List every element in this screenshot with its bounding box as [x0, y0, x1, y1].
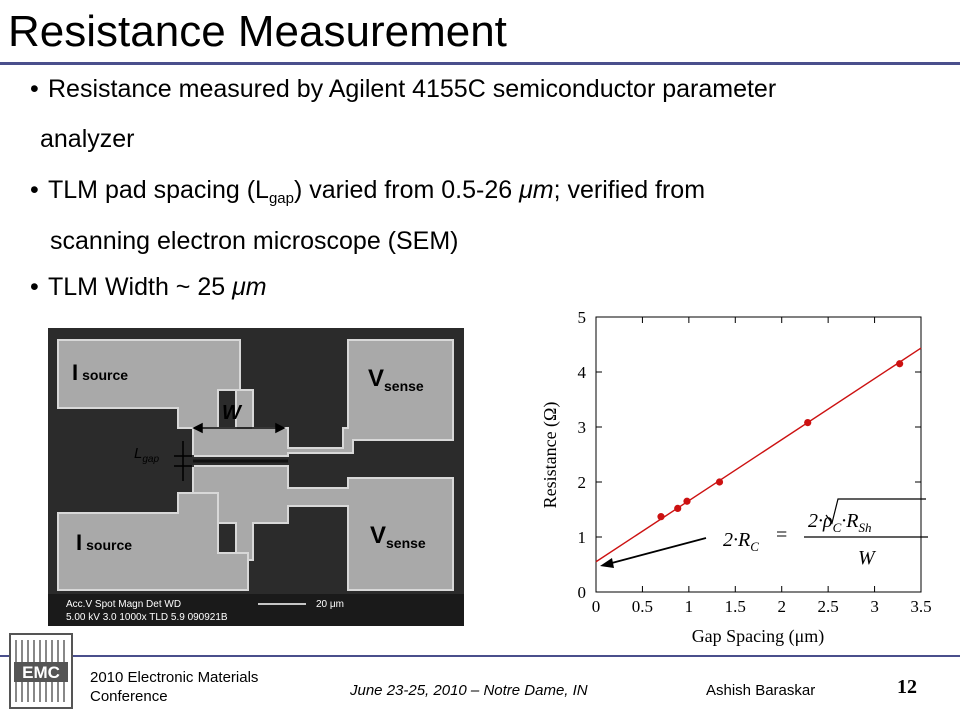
- bullet-2-continuation: scanning electron microscope (SEM): [50, 227, 459, 255]
- sem-info-bar: [48, 594, 464, 626]
- width-label: W: [222, 402, 243, 424]
- y-axis-label: Resistance (Ω): [540, 402, 561, 509]
- conference-name: 2010 Electronic Materials Conference: [90, 668, 258, 706]
- width-arrowhead-right: [275, 422, 286, 434]
- x-axis-label: Gap Spacing (μm): [692, 626, 825, 647]
- plot-layer: 0 0.5 1 1.5 2 2.5 3 3.5 0 1 2 3 4 5: [578, 308, 932, 616]
- bullet-2-mid: ) varied from 0.5-26: [293, 176, 520, 204]
- formula-denominator: W: [858, 547, 877, 569]
- y-tick-label: 3: [578, 418, 587, 437]
- sem-info-row-2: 5.00 kV 3.0 1000x TLD 5.9 090921B: [66, 612, 228, 623]
- bullet-2-unit: μm: [519, 176, 554, 204]
- emc-logo: EMC: [9, 633, 73, 709]
- x-tick-label: 2.5: [818, 597, 839, 616]
- author-name: Ashish Baraskar: [706, 682, 816, 699]
- y-tick-label: 2: [578, 473, 587, 492]
- bullet-2-post: ; verified from: [553, 176, 706, 204]
- bullet-1-line-1: Resistance measured by Agilent 4155C sem…: [48, 75, 777, 103]
- bullet-3-pre: TLM Width ~ 25: [48, 273, 233, 301]
- bullet-3: • TLM Width ~ 25 μm: [30, 272, 267, 302]
- y-tick-label: 5: [578, 308, 587, 327]
- formula-numerator: 2·ρC·RSh: [808, 510, 872, 535]
- bullet-dot: •: [30, 75, 39, 103]
- fit-line: [595, 347, 922, 563]
- lgap-label: Lgap: [134, 445, 159, 465]
- data-point: [715, 478, 724, 486]
- formula: 2·RC = 2·ρC·RSh W: [723, 498, 928, 569]
- bullet-dot: •: [30, 273, 39, 301]
- formula-sqrt: [825, 498, 926, 525]
- bullet-1-continuation: analyzer: [40, 125, 135, 153]
- bullet-2: • TLM pad spacing (Lgap) varied from 0.5-…: [30, 175, 706, 207]
- intercept-arrowhead: [600, 558, 614, 568]
- data-point: [896, 360, 904, 368]
- conference-line-1: 2010 Electronic Materials: [90, 669, 259, 686]
- y-tick-label: 4: [578, 363, 587, 382]
- x-tick-label: 3: [870, 597, 879, 616]
- intercept-arrow: [600, 537, 707, 568]
- title-divider: [0, 62, 960, 65]
- bullet-2-pre: TLM pad spacing (L: [48, 176, 269, 204]
- conference-line-2: Conference: [90, 688, 168, 705]
- vsense-bottom-label: Vsense: [370, 522, 426, 551]
- sem-info-row-1: Acc.V Spot Magn Det WD: [66, 599, 181, 610]
- x-tick-label: 3.5: [910, 597, 931, 616]
- logo-text: EMC: [22, 663, 60, 682]
- bullet-1: • Resistance measured by Agilent 4155C se…: [30, 74, 776, 104]
- bullet-dot: •: [30, 176, 39, 204]
- bullet-3-unit: μm: [232, 273, 267, 301]
- slide-title: Resistance Measurement: [8, 7, 507, 56]
- formula-equals: =: [776, 524, 787, 546]
- bullet-2-sub: gap: [268, 190, 294, 207]
- data-point: [657, 513, 665, 521]
- data-point: [804, 419, 812, 427]
- y-tick-label: 0: [578, 583, 587, 602]
- data-point: [674, 504, 682, 512]
- x-tick-label: 0.5: [632, 597, 653, 616]
- x-tick-label: 2: [777, 597, 786, 616]
- formula-lhs: 2·RC: [723, 529, 759, 554]
- x-tick-label: 0: [592, 597, 601, 616]
- intercept-arrow-shaft: [607, 537, 707, 565]
- x-tick-label: 1: [685, 597, 694, 616]
- x-tick-label: 1.5: [725, 597, 746, 616]
- data-point: [683, 497, 691, 505]
- footer-divider: [0, 655, 960, 657]
- conference-date: June 23-25, 2010 – Notre Dame, IN: [350, 682, 588, 699]
- vsense-top-label: Vsense: [368, 365, 424, 394]
- pad-vsense-bottom: [192, 465, 454, 591]
- pad-isource-bottom: [57, 492, 249, 591]
- page-number: 12: [897, 676, 917, 698]
- width-arrowhead-left: [192, 422, 203, 434]
- y-tick-label: 1: [578, 528, 587, 547]
- sem-scale-label: 20 μm: [316, 599, 344, 610]
- logo-band: [14, 662, 68, 682]
